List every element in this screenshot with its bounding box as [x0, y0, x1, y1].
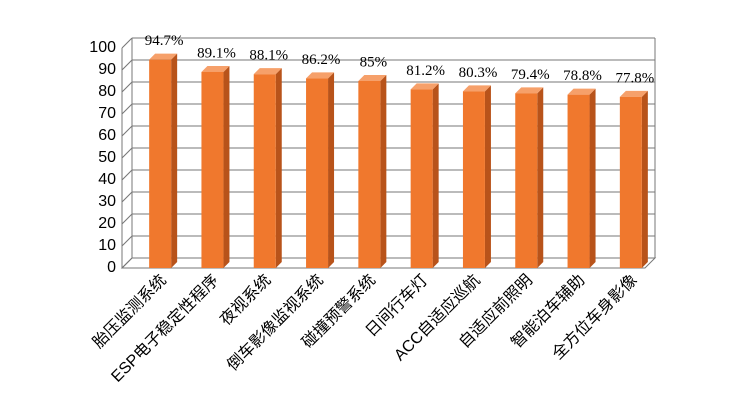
grid-line-side: [121, 257, 133, 269]
bar-side: [275, 68, 282, 269]
grid-line-side: [121, 125, 133, 137]
bar-top: [358, 75, 387, 81]
bar-side: [380, 75, 387, 268]
bar-top: [201, 65, 230, 72]
value-label: 80.3%: [459, 65, 498, 81]
y-tick-label: 20: [98, 215, 116, 232]
grid-line-side: [121, 213, 133, 225]
y-tick-label: 60: [98, 127, 116, 144]
value-label: 85%: [360, 54, 388, 70]
y-tick-label: 0: [107, 259, 116, 276]
y-tick-label: 30: [98, 193, 116, 210]
value-label: 89.1%: [197, 45, 236, 61]
grid-line-side: [121, 169, 133, 181]
grid-line-side: [121, 191, 133, 203]
bar: [515, 93, 538, 268]
bar-side: [641, 90, 648, 268]
y-tick-label: 100: [89, 39, 116, 56]
bar-side: [537, 87, 544, 268]
bar-side: [223, 65, 230, 268]
y-tick-label: 50: [98, 149, 116, 166]
bar-top: [306, 72, 335, 79]
x-tick-label: 倒车影像监视系统: [224, 271, 327, 374]
grid-line-side: [121, 81, 133, 93]
value-label: 78.8%: [563, 68, 602, 84]
y-tick-label: 70: [98, 105, 116, 122]
value-label: 94.7%: [145, 33, 184, 49]
y-tick-label: 40: [98, 171, 116, 188]
bar: [306, 78, 329, 268]
bar-side: [484, 85, 491, 268]
bar-top: [253, 68, 282, 75]
value-label: 86.2%: [302, 52, 341, 68]
bar: [201, 71, 224, 268]
y-tick-label: 90: [98, 61, 116, 78]
bar-side: [589, 88, 596, 268]
bar-side: [432, 83, 439, 268]
grid-line-side: [121, 37, 133, 49]
value-label: 88.1%: [249, 48, 288, 64]
bar-top: [619, 90, 648, 97]
bar: [253, 74, 276, 269]
y-tick-label: 80: [98, 83, 116, 100]
grid-line-side: [121, 147, 133, 159]
bar: [567, 94, 590, 268]
grid-line-side: [121, 103, 133, 115]
bar-top: [410, 83, 439, 90]
value-label: 81.2%: [406, 63, 445, 79]
bar-top: [515, 87, 544, 94]
bar-top: [567, 88, 596, 95]
bar-top: [462, 85, 491, 92]
grid-line-side: [121, 59, 133, 71]
bar-side: [328, 72, 335, 268]
bar: [462, 91, 485, 268]
bar-side: [171, 53, 178, 268]
value-label: 79.4%: [511, 67, 550, 83]
bar: [358, 81, 381, 268]
bar-top: [149, 53, 178, 60]
y-tick-label: 10: [98, 237, 116, 254]
value-label: 77.8%: [615, 70, 654, 86]
grid-line-side: [121, 235, 133, 247]
bar: [149, 59, 172, 268]
bar: [619, 96, 642, 268]
bar: [410, 89, 433, 268]
